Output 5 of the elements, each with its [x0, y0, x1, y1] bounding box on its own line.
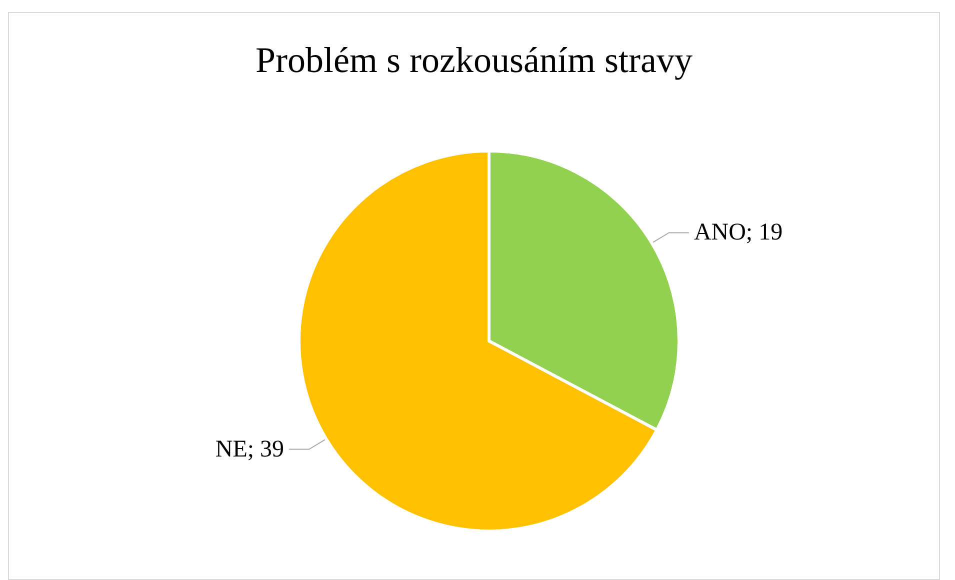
data-label: ; 19 — [746, 220, 783, 246]
chart-title: Problém s rozkousáním stravy — [256, 40, 692, 80]
slice-label: NE — [215, 436, 248, 462]
slice-label: ANO — [694, 220, 746, 246]
data-label: ; 39 — [247, 436, 284, 462]
